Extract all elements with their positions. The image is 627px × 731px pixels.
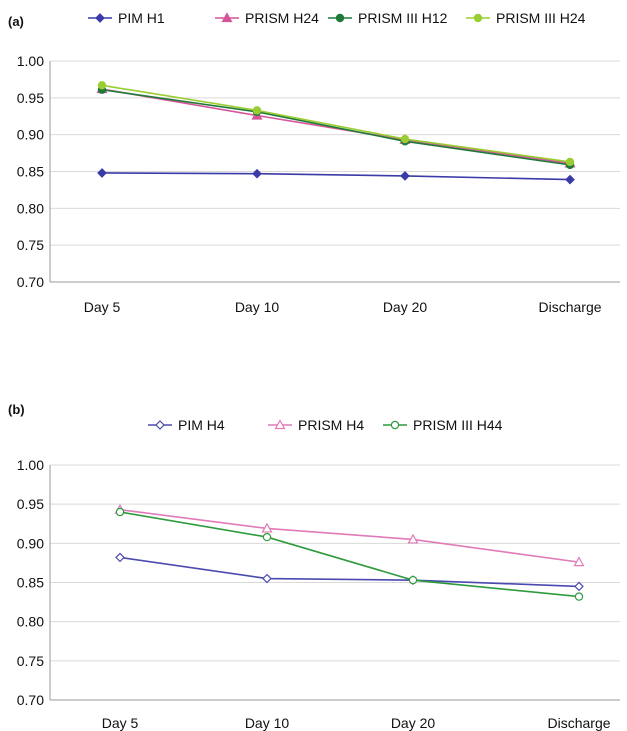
y-tick-label: 0.85 — [17, 575, 44, 591]
x-tick-label: Day 10 — [235, 299, 280, 315]
y-tick-label: 1.00 — [17, 457, 44, 473]
series-pim-h4 — [115, 552, 584, 592]
legend-item: PIM H4 — [148, 417, 225, 433]
y-tick-label: 0.85 — [17, 164, 44, 180]
marker-circle — [252, 106, 262, 115]
panel-label: (b) — [8, 402, 25, 417]
marker-circle — [115, 507, 125, 517]
marker-circle — [473, 13, 483, 23]
marker-diamond — [252, 168, 262, 179]
series-pim-h1 — [97, 168, 575, 185]
series-line — [119, 511, 580, 598]
legend-item: PRISM H4 — [268, 417, 364, 433]
marker-diamond — [97, 168, 107, 178]
legend-item: PRISM III H12 — [328, 10, 448, 26]
series-line — [101, 88, 571, 166]
legend-item: PRISM III H44 — [383, 417, 503, 433]
marker-triangle — [407, 533, 419, 544]
marker-triangle — [573, 556, 585, 567]
marker-diamond — [115, 552, 125, 563]
marker-triangle — [221, 12, 233, 23]
legend-label: PRISM H24 — [245, 10, 319, 26]
x-tick-label: Day 5 — [102, 715, 139, 731]
legend-label: PRISM III H24 — [496, 10, 586, 26]
x-tick-label: Day 20 — [391, 715, 436, 731]
x-tick-label: Discharge — [547, 715, 610, 731]
x-tick-label: Day 5 — [84, 299, 121, 315]
y-tick-label: 0.75 — [17, 653, 44, 669]
legend-label: PIM H4 — [178, 417, 225, 433]
marker-triangle — [261, 522, 273, 533]
marker-circle — [565, 157, 575, 167]
y-tick-label: 0.70 — [17, 274, 44, 290]
chart-panel-b: (b) 0.70 0.75 0.80 0.85 0.90 0.95 1.00 Day 5 Day … — [8, 402, 620, 731]
legend-label: PIM H1 — [118, 10, 165, 26]
marker-diamond — [95, 13, 105, 23]
marker-circle — [408, 575, 418, 585]
y-tick-label: 0.80 — [17, 200, 44, 216]
marker-diamond — [262, 573, 272, 584]
chart-panel-a: (a) 0.70 0.75 0.80 0.85 0.90 0.95 1.00 Day 5 Day … — [8, 10, 620, 315]
series-prism-h4 — [114, 503, 585, 567]
y-tick-label: 0.90 — [17, 127, 44, 143]
marker-circle — [262, 532, 272, 542]
y-tick-label: 0.95 — [17, 90, 44, 106]
series-line — [101, 88, 571, 165]
y-tick-label: 0.75 — [17, 237, 44, 253]
marker-circle — [574, 592, 584, 601]
x-tick-label: Day 10 — [245, 715, 290, 731]
marker-circle — [335, 13, 345, 23]
marker-diamond — [565, 174, 575, 185]
series-prism-iii-h12 — [97, 85, 575, 170]
marker-diamond — [400, 171, 410, 181]
marker-circle — [400, 134, 410, 144]
x-tick-label: Day 20 — [383, 299, 428, 315]
series-line — [101, 84, 571, 163]
series-prism-iii-h24 — [97, 81, 575, 167]
y-tick-label: 0.70 — [17, 692, 44, 708]
y-tick-label: 1.00 — [17, 53, 44, 69]
legend: PIM H4 PRISM H4 PRISM III H44 — [148, 417, 503, 433]
series-line — [119, 556, 580, 588]
panel-label: (a) — [8, 14, 24, 29]
marker-circle — [97, 81, 107, 90]
legend-item: PRISM H24 — [215, 10, 319, 26]
legend: PIM H1 PRISM H24 PRISM III H12 PRISM III H2… — [88, 10, 586, 26]
marker-circle — [390, 420, 400, 430]
legend-label: PRISM H4 — [298, 417, 364, 433]
marker-triangle — [274, 419, 286, 430]
x-tick-label: Discharge — [538, 299, 601, 315]
y-tick-label: 0.80 — [17, 614, 44, 630]
legend-label: PRISM III H12 — [358, 10, 448, 26]
marker-diamond — [155, 420, 165, 430]
legend-item: PRISM III H24 — [466, 10, 586, 26]
y-tick-label: 0.90 — [17, 535, 44, 551]
y-tick-label: 0.95 — [17, 496, 44, 512]
marker-diamond — [574, 581, 584, 592]
legend-item: PIM H1 — [88, 10, 165, 26]
series-line — [119, 508, 580, 563]
legend-label: PRISM III H44 — [413, 417, 503, 433]
series-prism-iii-h44 — [115, 507, 584, 601]
series-line — [101, 172, 571, 181]
